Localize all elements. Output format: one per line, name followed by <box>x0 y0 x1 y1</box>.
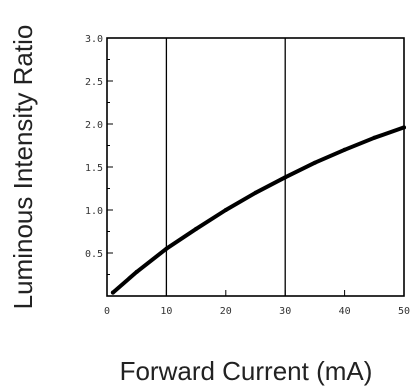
gridlines <box>165 38 286 296</box>
y-tick-label: 2.0 <box>85 120 103 131</box>
x-axis-label: Forward Current (mA) <box>120 356 373 386</box>
data-point <box>312 160 317 165</box>
data-point <box>223 208 228 212</box>
data-point <box>164 246 169 251</box>
x-tick-label: 10 <box>160 306 172 317</box>
x-axis-ticks: 0 10 20 30 40 50 <box>104 290 410 317</box>
data-point <box>342 147 347 152</box>
y-tick-label: 2.5 <box>85 77 103 88</box>
plot-frame <box>106 37 405 297</box>
x-tick-label: 40 <box>339 306 351 317</box>
data-point <box>194 226 199 231</box>
y-axis-ticks: 0.5 1.0 1.5 2.0 2.5 3.0 <box>85 34 113 275</box>
data-point <box>372 135 377 140</box>
data-point <box>134 269 139 274</box>
y-axis-label: Luminous Intensity Ratio <box>8 25 38 310</box>
x-tick-label: 30 <box>279 306 291 317</box>
x-tick-label: 50 <box>398 306 410 317</box>
y-tick-label: 3.0 <box>85 34 103 45</box>
y-tick-label: 1.5 <box>85 163 103 174</box>
data-point <box>110 290 115 295</box>
y-tick-label: 1.0 <box>85 206 103 217</box>
series-group <box>110 125 406 295</box>
x-tick-label: 0 <box>104 306 110 317</box>
data-point <box>253 190 258 195</box>
series-line <box>110 125 406 295</box>
data-point <box>283 175 288 180</box>
y-tick-label: 0.5 <box>85 249 103 260</box>
data-point <box>402 125 406 130</box>
x-tick-label: 20 <box>220 306 232 317</box>
